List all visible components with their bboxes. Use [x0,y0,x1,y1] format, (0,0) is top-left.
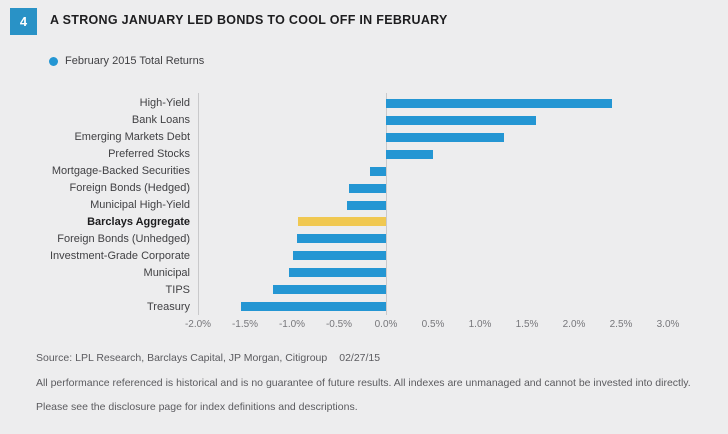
x-tick-label: 1.0% [468,319,492,330]
bar [386,98,612,108]
bar [289,268,386,278]
x-tick-label: -2.0% [184,319,212,330]
bar [273,285,386,295]
x-tick-label: 2.0% [562,319,586,330]
legend: February 2015 Total Returns [49,55,204,67]
category-label: Mortgage-Backed Securities [51,165,190,178]
zero-gridline [386,93,387,315]
category-label: Barclays Aggregate [87,215,190,228]
figure-number-badge: 4 [10,8,37,35]
bar [296,234,386,244]
category-label: Treasury [147,300,190,313]
bar [386,132,504,142]
bar [292,251,386,261]
bar [347,200,386,210]
source-text: Source: LPL Research, Barclays Capital, … [36,352,328,364]
bar [370,166,386,176]
bar [349,183,386,193]
category-label: Investment-Grade Corporate [49,249,190,262]
x-tick-label: -1.0% [278,319,306,330]
category-label: Preferred Stocks [108,148,190,161]
category-label: Emerging Markets Debt [74,131,190,144]
plot-area [198,93,668,315]
legend-dot-icon [49,56,58,66]
x-tick-label: 0.5% [421,319,445,330]
source-line: Source: LPL Research, Barclays Capital, … [36,352,380,364]
bar [386,149,433,159]
category-labels: High-Yield Bank Loans Emerging Markets Deb… [0,95,190,315]
x-tick-label: 1.5% [515,319,539,330]
bar [241,302,386,312]
category-label: TIPS [165,283,190,296]
x-axis: -2.0% -1.5% -1.0% -0.5% 0.0% 0.5% 1.0% 1.5% 2.0%… [185,319,679,332]
bar [297,217,386,227]
legend-label: February 2015 Total Returns [65,55,205,67]
bar [386,115,537,125]
category-label: Foreign Bonds (Unhedged) [57,232,190,245]
disclaimer-line-2: Please see the disclosure page for index… [36,401,358,413]
category-label: Municipal High-Yield [90,198,190,211]
category-label: Municipal [143,266,190,279]
x-tick-label: 2.5% [609,319,633,330]
x-tick-label: -1.5% [231,319,259,330]
source-date: 02/27/15 [339,352,381,364]
disclaimer-line-1: All performance referenced is historical… [36,377,691,389]
x-tick-label: 3.0% [656,319,680,330]
axis-gridline [198,93,199,315]
x-tick-label: 0.0% [374,319,398,330]
category-label: Foreign Bonds (Hedged) [69,182,190,195]
category-label: High-Yield [139,97,190,110]
category-label: Bank Loans [131,114,190,127]
x-tick-label: -0.5% [325,319,353,330]
chart-title: A STRONG JANUARY LED BONDS TO COOL OFF I… [50,13,448,27]
